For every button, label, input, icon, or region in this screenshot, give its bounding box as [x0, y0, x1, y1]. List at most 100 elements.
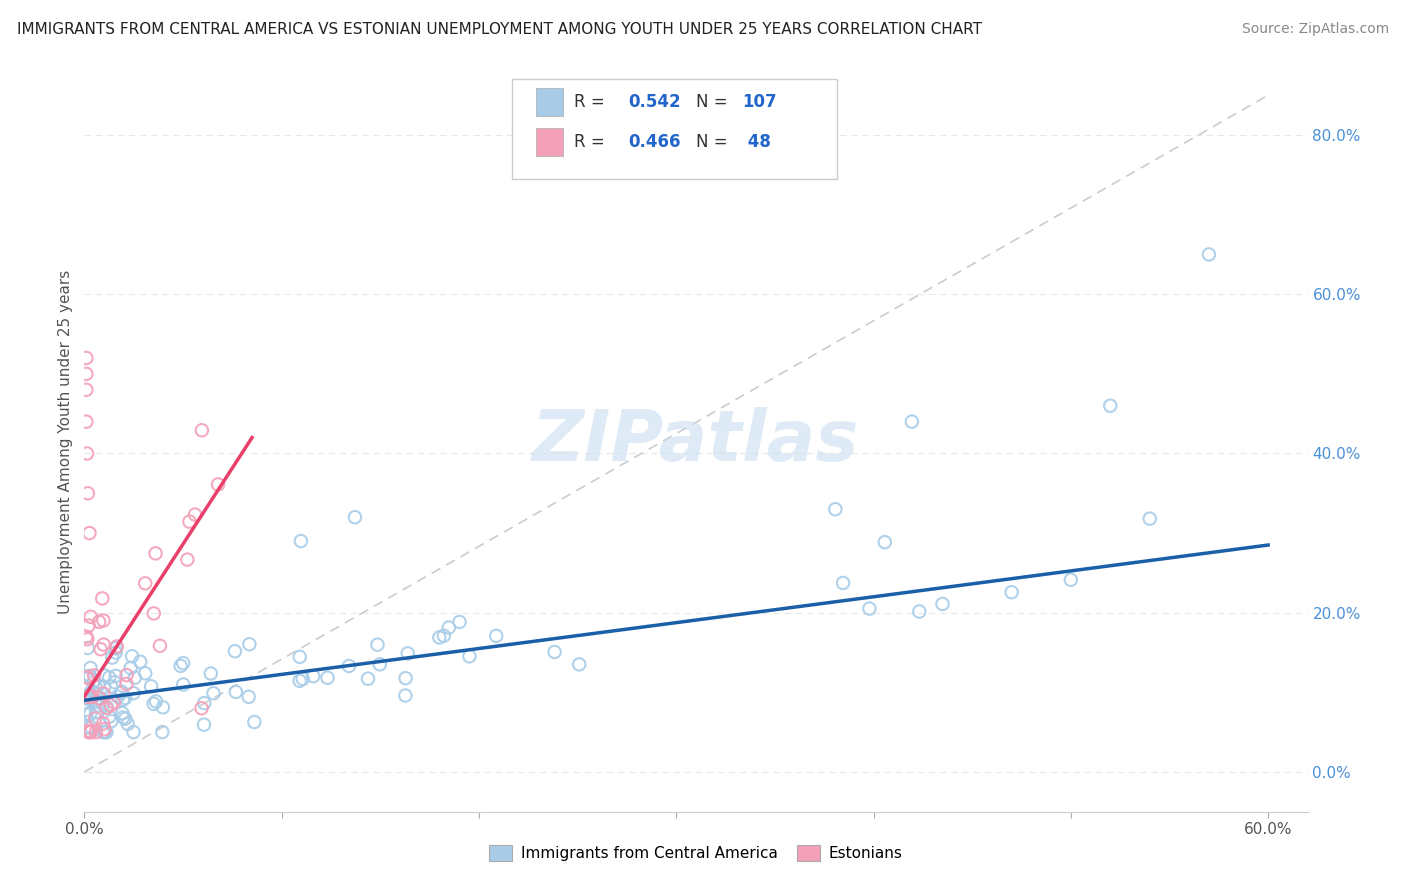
Legend: Immigrants from Central America, Estonians: Immigrants from Central America, Estonia…	[484, 838, 908, 867]
Point	[87, 615, 110, 629]
Point	[111, 693, 134, 707]
FancyBboxPatch shape	[536, 87, 562, 116]
Point	[288, 649, 311, 664]
Point	[238, 637, 260, 651]
Point	[77, 681, 100, 695]
Point	[122, 686, 145, 700]
Point	[343, 510, 366, 524]
Point	[485, 629, 508, 643]
Point	[75, 682, 97, 697]
Point	[76, 632, 98, 647]
Point	[91, 716, 114, 731]
Point	[120, 661, 142, 675]
Point	[396, 646, 419, 660]
Point	[142, 697, 165, 711]
Point	[79, 526, 101, 541]
Point	[115, 677, 138, 691]
Point	[93, 680, 115, 694]
Point	[105, 640, 128, 654]
Point	[93, 722, 115, 736]
Point	[225, 685, 247, 699]
Text: 0.542: 0.542	[628, 93, 682, 111]
Point	[93, 614, 115, 628]
Point	[129, 655, 152, 669]
Point	[84, 711, 107, 725]
Point	[77, 725, 100, 739]
Point	[316, 671, 339, 685]
Point	[107, 690, 129, 704]
Text: N =: N =	[696, 93, 733, 111]
Point	[134, 576, 156, 591]
Point	[112, 710, 135, 724]
Point	[200, 666, 222, 681]
Point	[77, 669, 100, 683]
Point	[117, 716, 139, 731]
Point	[145, 694, 167, 708]
Text: N =: N =	[696, 133, 733, 151]
Text: ZIPatlas: ZIPatlas	[533, 407, 859, 476]
Point	[394, 671, 416, 685]
Point	[193, 717, 215, 731]
Point	[91, 694, 114, 708]
Point	[458, 649, 481, 664]
Point	[190, 701, 212, 715]
Point	[75, 383, 97, 397]
FancyBboxPatch shape	[536, 128, 562, 156]
Point	[290, 534, 312, 549]
Point	[75, 415, 97, 429]
Point	[145, 546, 167, 560]
Point	[79, 693, 101, 707]
Point	[79, 690, 101, 704]
Point	[84, 680, 107, 694]
Point	[79, 725, 101, 739]
Point	[901, 415, 924, 429]
Point	[75, 703, 97, 717]
Point	[90, 691, 112, 706]
Point	[543, 645, 565, 659]
Point	[172, 677, 194, 691]
Point	[89, 691, 111, 706]
Point	[96, 700, 118, 714]
Point	[104, 669, 127, 683]
Point	[368, 657, 391, 672]
Point	[337, 659, 360, 673]
Y-axis label: Unemployment Among Youth under 25 years: Unemployment Among Youth under 25 years	[58, 269, 73, 614]
Point	[288, 673, 311, 688]
Point	[103, 695, 125, 709]
Point	[437, 620, 460, 634]
Point	[79, 669, 101, 683]
Point	[104, 675, 127, 690]
Point	[150, 725, 173, 739]
Point	[121, 649, 143, 664]
Point	[82, 675, 104, 690]
Point	[75, 630, 97, 644]
Point	[80, 684, 103, 698]
Point	[115, 668, 138, 682]
Point	[832, 576, 855, 591]
Point	[1060, 573, 1083, 587]
Point	[111, 684, 134, 698]
Point	[83, 668, 105, 682]
Point	[224, 644, 246, 658]
Point	[568, 657, 591, 672]
Point	[202, 686, 225, 700]
Point	[84, 705, 107, 719]
Point	[169, 658, 191, 673]
Point	[84, 686, 107, 700]
Point	[90, 642, 112, 657]
Point	[79, 691, 101, 706]
Point	[357, 672, 380, 686]
Point	[134, 666, 156, 681]
Point	[111, 706, 134, 720]
Point	[291, 672, 314, 686]
Point	[94, 725, 117, 739]
Point	[149, 639, 172, 653]
Point	[366, 638, 388, 652]
Point	[87, 678, 110, 692]
Point	[82, 690, 104, 704]
Point	[76, 486, 98, 500]
Point	[91, 698, 114, 712]
Point	[238, 690, 260, 704]
Point	[76, 446, 98, 460]
Point	[152, 700, 174, 714]
